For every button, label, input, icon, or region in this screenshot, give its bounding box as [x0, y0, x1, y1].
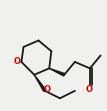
Text: O: O — [14, 57, 21, 66]
Text: O: O — [86, 85, 93, 94]
Polygon shape — [49, 68, 65, 76]
Polygon shape — [34, 75, 46, 92]
Text: O: O — [44, 85, 51, 94]
